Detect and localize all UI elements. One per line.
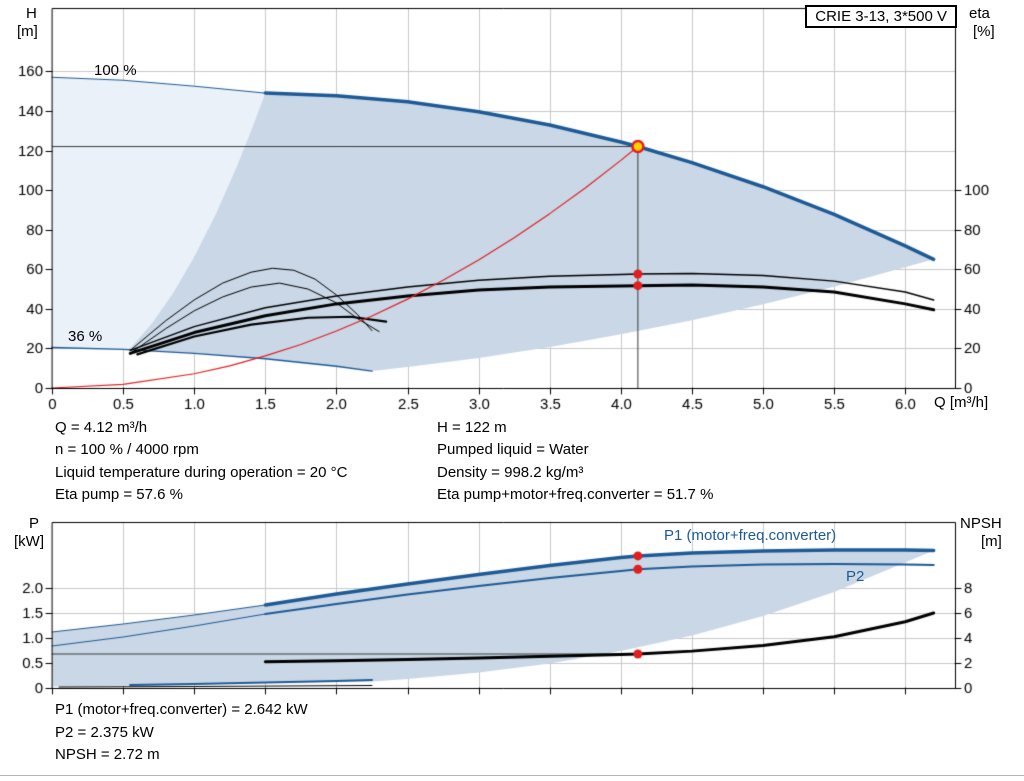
npsh-value-label: NPSH = 2.72 m <box>55 746 160 763</box>
h-axis-symbol: H <box>26 5 37 22</box>
speed-100-label: 100 % <box>94 62 137 79</box>
eta-pump-label: Eta pump = 57.6 % <box>55 486 183 503</box>
p2-curve-label: P2 <box>846 568 865 585</box>
npsh-axis-symbol: NPSH <box>960 515 1002 532</box>
temperature-label: Liquid temperature during operation = 20… <box>55 464 348 481</box>
p2-value-label: P2 = 2.375 kW <box>55 724 154 741</box>
q-axis-title: Q [m³/h] <box>934 394 989 411</box>
h-axis-unit: [m] <box>17 23 38 40</box>
pumped-liquid-label: Pumped liquid = Water <box>437 441 589 458</box>
p-axis-symbol: P <box>29 515 40 532</box>
speed-36-label: 36 % <box>68 328 103 345</box>
speed-value-label: n = 100 % / 4000 rpm <box>55 441 199 458</box>
npsh-axis-unit: [m] <box>981 533 1002 550</box>
eta-total-label: Eta pump+motor+freq.converter = 51.7 % <box>437 486 714 503</box>
eta-axis-unit: [%] <box>973 23 995 40</box>
p1-value-label: P1 (motor+freq.converter) = 2.642 kW <box>55 701 308 718</box>
h-value-label: H = 122 m <box>437 419 507 436</box>
p-axis-unit: [kW] <box>14 533 44 550</box>
p1-curve-label: P1 (motor+freq.converter) <box>664 527 837 544</box>
q-value-label: Q = 4.12 m³/h <box>55 419 148 436</box>
pump-type-box: CRIE 3-13, 3*500 V <box>805 5 957 28</box>
density-label: Density = 998.2 kg/m³ <box>437 464 584 481</box>
bottom-divider <box>0 775 1024 776</box>
eta-axis-symbol: eta <box>969 5 990 22</box>
